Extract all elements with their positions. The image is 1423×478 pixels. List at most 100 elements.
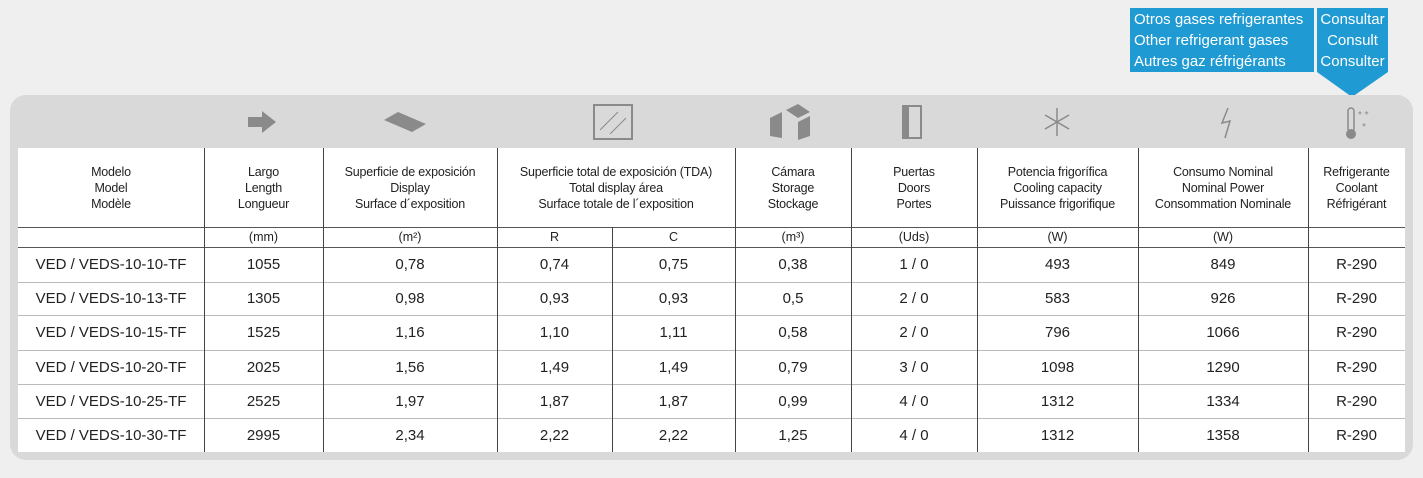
column-header: Superficie de exposición Display Surface d… <box>323 148 497 227</box>
table-cell: 583 <box>1044 290 1071 307</box>
row-line <box>18 247 1405 248</box>
table-cell: 796 <box>1044 324 1071 341</box>
table-cell: 1525 <box>246 324 281 341</box>
table-cell: 1,25 <box>778 426 808 444</box>
table-cell: 1,49 <box>539 358 570 376</box>
table-cell: 1066 <box>1206 324 1240 341</box>
table-cell: 926 <box>1210 290 1236 307</box>
header-line: Model <box>94 180 128 195</box>
header-line: Stockage <box>767 196 819 211</box>
column-line <box>735 148 736 452</box>
table-cell: 1358 <box>1206 426 1240 444</box>
tda-icon-line <box>599 111 619 131</box>
header-line: Largo <box>248 164 279 179</box>
header-line: Surface d´exposition <box>355 196 465 211</box>
snow-icon: * ** <box>1358 110 1369 133</box>
table-cell: VED / VEDS-10-10-TF <box>35 256 187 273</box>
table-cell: VED / VEDS-10-20-TF <box>35 358 187 376</box>
unit: (mm) <box>248 230 279 244</box>
table-cell: 1,49 <box>658 358 689 376</box>
table-cell: 1,11 <box>659 324 688 341</box>
table-cell: 1334 <box>1206 392 1240 410</box>
table-cell: 1,87 <box>658 392 689 410</box>
table-cell: 1055 <box>246 256 281 273</box>
column-header: Potencia frigorífica Cooling capacity Puis… <box>977 148 1138 227</box>
column-line <box>204 148 205 452</box>
column-line <box>851 148 852 452</box>
note-line: Consultar <box>1320 11 1385 28</box>
row-line <box>18 418 1405 419</box>
table-cell: VED / VEDS-10-13-TF <box>35 290 187 307</box>
note-line: Other refrigerant gases <box>1134 32 1289 49</box>
table-cell: 1,16 <box>395 324 425 341</box>
table-cell: 4 / 0 <box>899 426 929 444</box>
consult-arrow <box>1317 72 1388 97</box>
column-header: Modelo Model Modèle <box>18 148 204 227</box>
table-cell: 1312 <box>1040 392 1075 410</box>
door-icon <box>903 106 909 138</box>
arrow-icon <box>248 111 276 133</box>
storage-icon <box>770 112 782 138</box>
table-cell: 0,93 <box>658 290 689 307</box>
header-line: Superficie de exposición <box>344 164 476 179</box>
unit: C <box>668 230 679 244</box>
table-cell: 2995 <box>246 426 281 444</box>
consult-box: Consultar Consult Consulter <box>1317 8 1388 72</box>
column-header: Largo Length Longueur <box>204 148 323 227</box>
table-body <box>18 148 1405 452</box>
unit: (W) <box>1212 230 1234 244</box>
row-line <box>18 315 1405 316</box>
table-cell: 1290 <box>1206 358 1240 376</box>
table-cell: 493 <box>1044 256 1071 273</box>
column-header: Cámara Storage Stockage <box>735 148 851 227</box>
header-line: Puertas <box>893 164 935 179</box>
table-cell: VED / VEDS-10-25-TF <box>35 392 187 410</box>
table-cell: 1,56 <box>395 358 425 376</box>
header-line: Doors <box>897 180 931 195</box>
table-cell: 0,78 <box>395 256 425 273</box>
header-line: Puissance frigorifique <box>999 196 1116 211</box>
table-cell: 1098 <box>1040 358 1075 376</box>
header-line: Display <box>390 180 430 195</box>
column-header: Refrigerante Coolant Réfrigérant <box>1308 148 1405 227</box>
table-cell: 2525 <box>246 392 281 410</box>
snowflake-icon <box>1044 108 1070 136</box>
header-line: Longueur <box>237 196 290 211</box>
header-line: Consumo Nominal <box>1173 164 1273 179</box>
tda-icon <box>593 104 633 140</box>
row-line <box>18 282 1405 283</box>
row-line <box>18 384 1405 385</box>
column-line <box>1138 148 1139 452</box>
column-line <box>323 148 324 452</box>
thermometer-icon <box>1346 129 1356 139</box>
note-line: Otros gases refrigerantes <box>1134 11 1304 28</box>
header-line: Modelo <box>91 164 131 179</box>
storage-icon <box>786 104 810 118</box>
header-line: Nominal Power <box>1181 180 1265 195</box>
table-cell: R-290 <box>1336 392 1377 410</box>
table-cell: 3 / 0 <box>899 358 929 376</box>
header-line: Cooling capacity <box>1013 180 1102 195</box>
table-cell: 0,98 <box>395 290 425 307</box>
header-line: Surface totale de l´exposition <box>538 196 694 211</box>
table-cell: 2 / 0 <box>899 324 929 341</box>
table-cell: VED / VEDS-10-15-TF <box>35 324 187 341</box>
unit: (Uds) <box>898 230 930 244</box>
header-line: Storage <box>771 180 815 195</box>
icons: * ** <box>248 104 1369 140</box>
unit: (m³) <box>781 230 805 244</box>
table-cell: 0,99 <box>778 392 808 410</box>
table-cell: 1 / 0 <box>899 256 929 273</box>
table-cell: R-290 <box>1336 290 1377 307</box>
table-cell: 0,93 <box>539 290 570 307</box>
tda-icon-line <box>609 117 627 135</box>
column-header: Puertas Doors Portes <box>851 148 977 227</box>
table-cell: 4 / 0 <box>899 392 929 410</box>
column-line <box>612 227 613 452</box>
header-line: Consommation Nominale <box>1154 196 1292 211</box>
column-header: Superficie total de exposición (TDA) Tota… <box>497 148 735 227</box>
table-cell: 0,79 <box>778 358 808 376</box>
table-cell: 1305 <box>246 290 281 307</box>
